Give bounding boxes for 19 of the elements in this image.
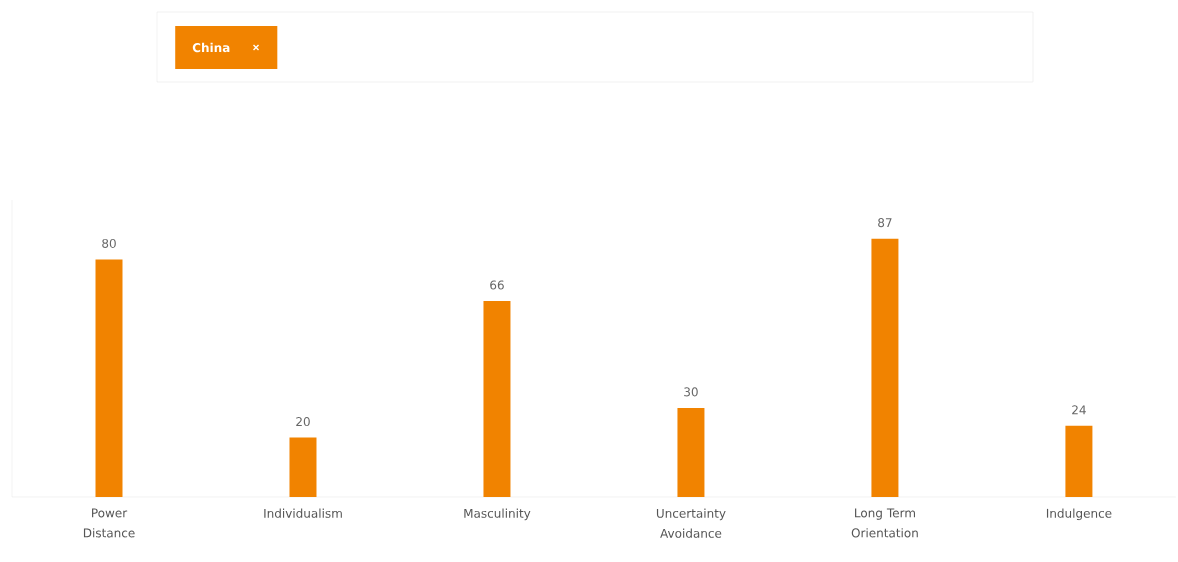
x-tick-label: Indulgence <box>1046 508 1112 521</box>
x-tick-label: Long Term Orientation <box>851 508 918 538</box>
data-label: 20 <box>296 417 310 427</box>
data-label: 24 <box>1072 405 1086 415</box>
x-tick-label: Individualism <box>264 508 342 518</box>
data-label: 66 <box>490 280 504 290</box>
bar <box>1065 425 1093 497</box>
bar <box>95 259 123 497</box>
x-tick-label: Masculinity <box>464 508 531 521</box>
data-label: 80 <box>102 238 116 248</box>
bar <box>677 407 705 497</box>
bar <box>289 437 317 497</box>
data-label: 87 <box>878 218 892 228</box>
bar <box>871 238 899 497</box>
x-tick-label: Power Distance <box>83 508 135 538</box>
bar <box>483 301 511 497</box>
data-label: 30 <box>684 387 698 397</box>
x-tick-label: Uncertainty Avoidance <box>656 508 726 538</box>
text: China <box>192 42 230 53</box>
